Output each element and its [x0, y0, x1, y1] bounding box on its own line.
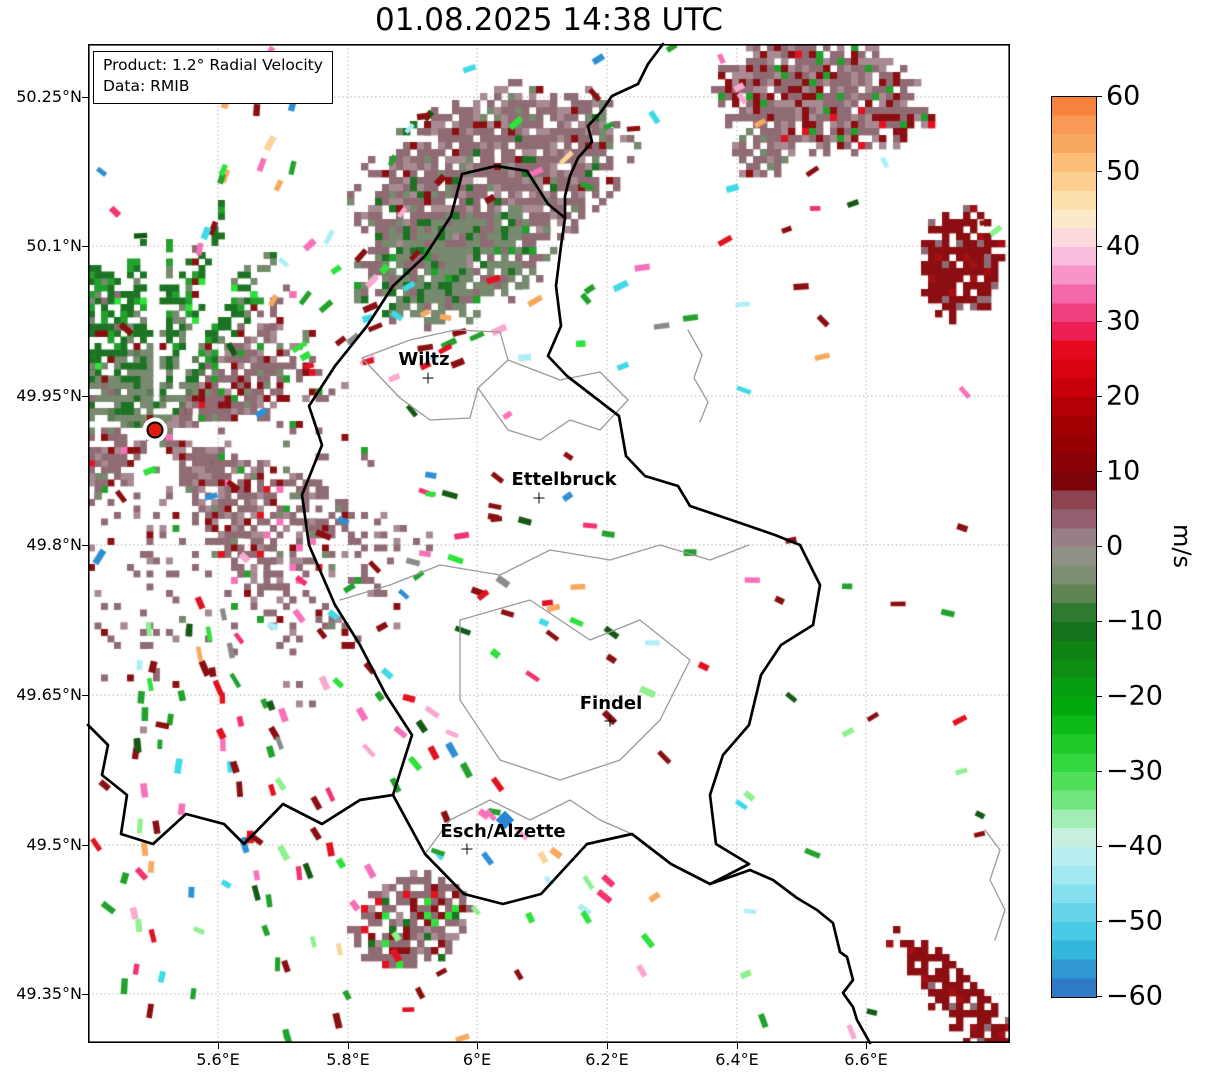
x-tick-label: 6.2°E	[585, 1050, 629, 1069]
x-tick-label: 6.4°E	[715, 1050, 759, 1069]
colorbar-tick-mark	[1096, 471, 1102, 473]
y-tick-label: 49.95°N	[16, 386, 82, 405]
colorbar-unit-label: m/s	[1168, 524, 1196, 568]
borders-layer	[86, 42, 1011, 1045]
colorbar-tick-mark	[1096, 96, 1102, 98]
product-info-box: Product: 1.2° Radial Velocity Data: RMIB	[93, 51, 333, 104]
colorbar-tick-mark	[1096, 396, 1102, 398]
y-tick-label: 49.65°N	[16, 685, 82, 704]
colorbar-tick-mark	[1096, 621, 1102, 623]
x-tick-label: 5.6°E	[196, 1050, 240, 1069]
x-tick-mark	[737, 1043, 739, 1049]
colorbar-tick-label: 40	[1106, 230, 1141, 262]
x-tick-mark	[218, 1043, 220, 1049]
colorbar-tick-mark	[1096, 846, 1102, 848]
colorbar-tick-mark	[1096, 696, 1102, 698]
city-label: Findel	[579, 693, 643, 714]
x-tick-label: 6°E	[462, 1050, 492, 1069]
y-tick-mark	[82, 396, 88, 398]
colorbar-tick-label: −60	[1106, 980, 1163, 1012]
city-plus-marker	[461, 843, 473, 855]
colorbar-tick-label: −20	[1106, 680, 1163, 712]
y-tick-label: 50.25°N	[16, 87, 82, 106]
x-tick-mark	[348, 1043, 350, 1049]
product-info-line1: Product: 1.2° Radial Velocity	[103, 56, 323, 74]
y-tick-label: 49.8°N	[26, 535, 82, 554]
colorbar-tick-mark	[1096, 996, 1102, 998]
radar-site-marker	[146, 421, 164, 439]
x-tick-mark	[866, 1043, 868, 1049]
colorbar-tick-label: −50	[1106, 905, 1163, 937]
figure-title: 01.08.2025 14:38 UTC	[375, 2, 723, 38]
y-tick-mark	[82, 97, 88, 99]
colorbar-tick-mark	[1096, 171, 1102, 173]
colorbar	[1051, 96, 1097, 998]
city-plus-marker	[422, 372, 434, 384]
city-label: Wiltz	[398, 349, 450, 370]
x-tick-mark	[607, 1043, 609, 1049]
colorbar-tick-mark	[1096, 921, 1102, 923]
product-info-line2: Data: RMIB	[103, 77, 190, 96]
city-label: Ettelbruck	[511, 469, 617, 490]
colorbar-tick-label: 60	[1106, 80, 1141, 112]
y-tick-mark	[82, 845, 88, 847]
y-tick-label: 49.5°N	[26, 835, 82, 854]
colorbar-tick-label: −30	[1106, 755, 1163, 787]
colorbar-tick-mark	[1096, 321, 1102, 323]
x-tick-label: 5.8°E	[326, 1050, 370, 1069]
map-plot-area: Product: 1.2° Radial Velocity Data: RMIB…	[86, 42, 1011, 1045]
y-tick-mark	[82, 246, 88, 248]
colorbar-tick-label: 0	[1106, 530, 1124, 562]
colorbar-tick-mark	[1096, 771, 1102, 773]
city-label: Esch/Alzette	[440, 821, 566, 842]
colorbar-tick-label: 10	[1106, 455, 1141, 487]
radar-echo-canvas	[88, 44, 1010, 1043]
y-tick-mark	[82, 545, 88, 547]
colorbar-tick-mark	[1096, 246, 1102, 248]
x-tick-mark	[477, 1043, 479, 1049]
colorbar-tick-label: 30	[1106, 305, 1141, 337]
y-tick-mark	[82, 994, 88, 996]
y-tick-label: 50.1°N	[26, 236, 82, 255]
x-tick-label: 6.6°E	[844, 1050, 888, 1069]
colorbar-tick-label: −40	[1106, 830, 1163, 862]
y-tick-label: 49.35°N	[16, 984, 82, 1003]
city-plus-marker	[604, 715, 616, 727]
y-tick-mark	[82, 695, 88, 697]
colorbar-tick-label: 20	[1106, 380, 1141, 412]
colorbar-tick-label: −10	[1106, 605, 1163, 637]
city-plus-marker	[533, 492, 545, 504]
colorbar-tick-label: 50	[1106, 155, 1141, 187]
colorbar-tick-mark	[1096, 546, 1102, 548]
